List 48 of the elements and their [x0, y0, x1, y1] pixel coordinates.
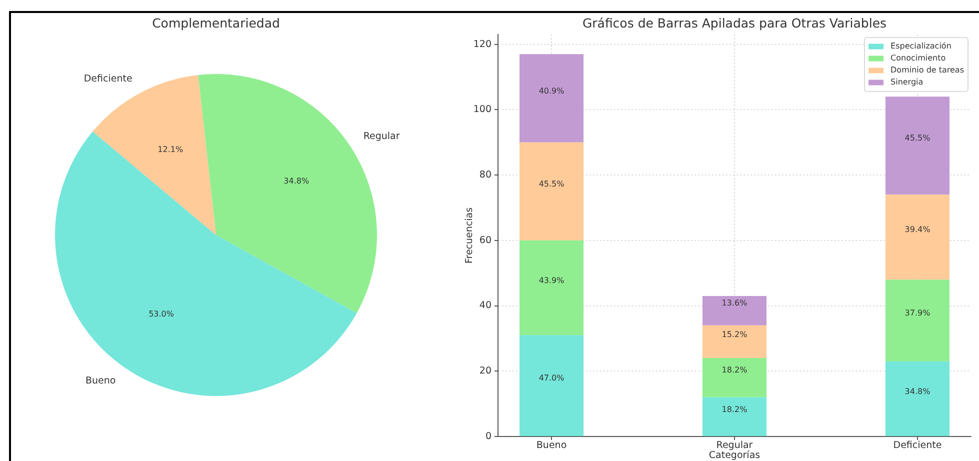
legend-label: Sinergia: [890, 78, 924, 87]
bar: [520, 240, 584, 336]
y-tick-label: 0: [485, 430, 492, 442]
bar: [702, 397, 767, 436]
bar: [520, 54, 584, 142]
y-tick-label: 120: [473, 38, 492, 50]
x-tick-label: Regular: [716, 440, 753, 452]
annotation: 15.2%: [722, 330, 748, 339]
bar: [885, 96, 950, 195]
legend-label: Conocimiento: [890, 54, 946, 63]
slice-label: Regular: [363, 131, 400, 142]
slice-label: Deficiente: [84, 73, 132, 84]
bar: [885, 280, 950, 362]
bar: [520, 335, 584, 436]
annotation: 47.0%: [538, 374, 565, 383]
bar: [702, 325, 767, 358]
y-tick-label: 40: [479, 300, 492, 312]
x-tick-label: Deficiente: [893, 440, 942, 452]
y-axis-title: Frecuencias: [464, 207, 476, 264]
chart-title: Gráficos de Barras Apiladas para Otras Variables: [582, 15, 887, 30]
annotation: 37.9%: [904, 308, 931, 318]
annotation: 39.4%: [904, 225, 931, 234]
legend-label: Especialización: [890, 42, 952, 51]
bar: [702, 296, 767, 326]
annotation: 43.9%: [538, 276, 565, 285]
slice-label: Bueno: [85, 375, 116, 386]
data-label: 12.1%: [158, 144, 184, 154]
chart-title: Complementariedad: [152, 15, 280, 30]
data-label: 53.0%: [148, 310, 174, 319]
bar: [702, 358, 767, 398]
annotation: 45.5%: [904, 134, 931, 143]
x-tick-label: Bueno: [536, 440, 567, 452]
bar: [885, 361, 950, 436]
y-tick-label: 100: [473, 104, 492, 116]
annotation: 45.5%: [538, 179, 565, 188]
annotation: 40.9%: [538, 86, 565, 96]
annotation: 34.8%: [904, 386, 931, 396]
x-axis-title: Categorías: [708, 450, 760, 461]
bar: [885, 194, 950, 280]
bar: [520, 142, 584, 240]
annotation: 18.2%: [722, 404, 748, 414]
y-tick-label: 80: [479, 170, 492, 181]
legend-label: Dominio de tareas: [890, 66, 964, 75]
y-tick-label: 20: [479, 366, 492, 377]
y-tick-label: 60: [479, 234, 492, 246]
annotation: 18.2%: [722, 366, 748, 375]
data-label: 34.8%: [284, 176, 310, 186]
annotation: 13.6%: [722, 298, 748, 308]
